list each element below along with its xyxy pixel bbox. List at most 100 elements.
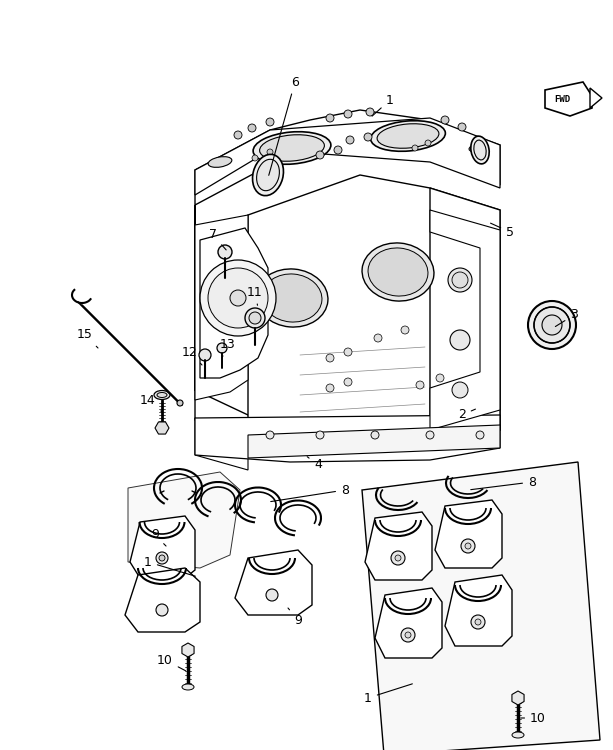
Circle shape (230, 290, 246, 306)
Circle shape (542, 315, 562, 335)
Circle shape (316, 431, 324, 439)
Text: 2: 2 (458, 409, 476, 422)
Ellipse shape (377, 124, 439, 148)
Ellipse shape (474, 140, 486, 160)
Polygon shape (430, 210, 500, 430)
Circle shape (266, 431, 274, 439)
Ellipse shape (469, 144, 487, 152)
Circle shape (266, 118, 274, 126)
Ellipse shape (362, 243, 434, 301)
Ellipse shape (371, 121, 446, 152)
Polygon shape (195, 418, 248, 470)
Circle shape (452, 272, 468, 288)
Ellipse shape (182, 684, 194, 690)
Circle shape (326, 384, 334, 392)
Circle shape (371, 431, 379, 439)
Circle shape (374, 334, 382, 342)
Circle shape (461, 539, 475, 553)
Ellipse shape (256, 269, 328, 327)
Circle shape (156, 552, 168, 564)
Polygon shape (545, 82, 592, 116)
Polygon shape (375, 588, 442, 658)
Polygon shape (365, 512, 432, 580)
Text: 11: 11 (247, 286, 263, 305)
Circle shape (234, 131, 242, 139)
Polygon shape (130, 516, 195, 578)
Polygon shape (435, 500, 502, 568)
Ellipse shape (471, 136, 489, 164)
Text: 10: 10 (521, 712, 546, 724)
Text: 10: 10 (157, 653, 186, 670)
Circle shape (441, 116, 449, 124)
Ellipse shape (154, 391, 170, 400)
Text: 9: 9 (151, 529, 166, 546)
Circle shape (391, 551, 405, 565)
Text: FWD: FWD (554, 95, 570, 104)
Text: 12: 12 (182, 346, 202, 365)
Text: 3: 3 (555, 308, 578, 326)
Polygon shape (362, 462, 600, 750)
Circle shape (528, 301, 576, 349)
Circle shape (245, 308, 265, 328)
Circle shape (401, 326, 409, 334)
Text: 15: 15 (77, 328, 98, 348)
Polygon shape (195, 215, 248, 400)
Text: 7: 7 (209, 229, 226, 250)
Circle shape (218, 245, 232, 259)
Polygon shape (128, 472, 240, 568)
Polygon shape (195, 118, 500, 195)
Circle shape (200, 260, 276, 336)
Polygon shape (182, 643, 194, 657)
Circle shape (475, 619, 481, 625)
Circle shape (450, 330, 470, 350)
Circle shape (344, 348, 352, 356)
Text: 13: 13 (220, 338, 236, 358)
Circle shape (344, 378, 352, 386)
Circle shape (159, 555, 165, 561)
Text: 1: 1 (372, 94, 394, 116)
Circle shape (366, 108, 374, 116)
Polygon shape (235, 550, 312, 615)
Polygon shape (445, 575, 512, 646)
Circle shape (416, 381, 424, 389)
Circle shape (199, 349, 211, 361)
Ellipse shape (157, 392, 167, 398)
Ellipse shape (257, 159, 280, 190)
Circle shape (405, 632, 411, 638)
Text: 8: 8 (471, 476, 536, 490)
Polygon shape (200, 228, 268, 378)
Circle shape (476, 431, 484, 439)
Ellipse shape (262, 274, 322, 322)
Polygon shape (195, 415, 500, 462)
Circle shape (316, 151, 324, 159)
Text: 6: 6 (268, 76, 299, 176)
Circle shape (364, 133, 372, 141)
Polygon shape (155, 422, 169, 434)
Polygon shape (590, 88, 602, 108)
Circle shape (448, 268, 472, 292)
Polygon shape (430, 188, 500, 450)
Circle shape (436, 374, 444, 382)
Circle shape (334, 146, 342, 154)
Text: 5: 5 (490, 224, 514, 238)
Circle shape (156, 604, 168, 616)
Polygon shape (195, 205, 290, 452)
Circle shape (426, 431, 434, 439)
Ellipse shape (253, 132, 331, 164)
Text: 1: 1 (364, 684, 413, 704)
Ellipse shape (512, 732, 524, 738)
Circle shape (471, 615, 485, 629)
Circle shape (425, 140, 431, 146)
Circle shape (346, 136, 354, 144)
Circle shape (412, 145, 418, 151)
Circle shape (248, 124, 256, 132)
Text: 1: 1 (144, 556, 196, 576)
Circle shape (326, 354, 334, 362)
Ellipse shape (208, 157, 232, 167)
Circle shape (177, 400, 183, 406)
Polygon shape (195, 110, 500, 205)
Circle shape (326, 114, 334, 122)
Circle shape (401, 628, 415, 642)
Circle shape (208, 268, 268, 328)
Circle shape (458, 123, 466, 131)
